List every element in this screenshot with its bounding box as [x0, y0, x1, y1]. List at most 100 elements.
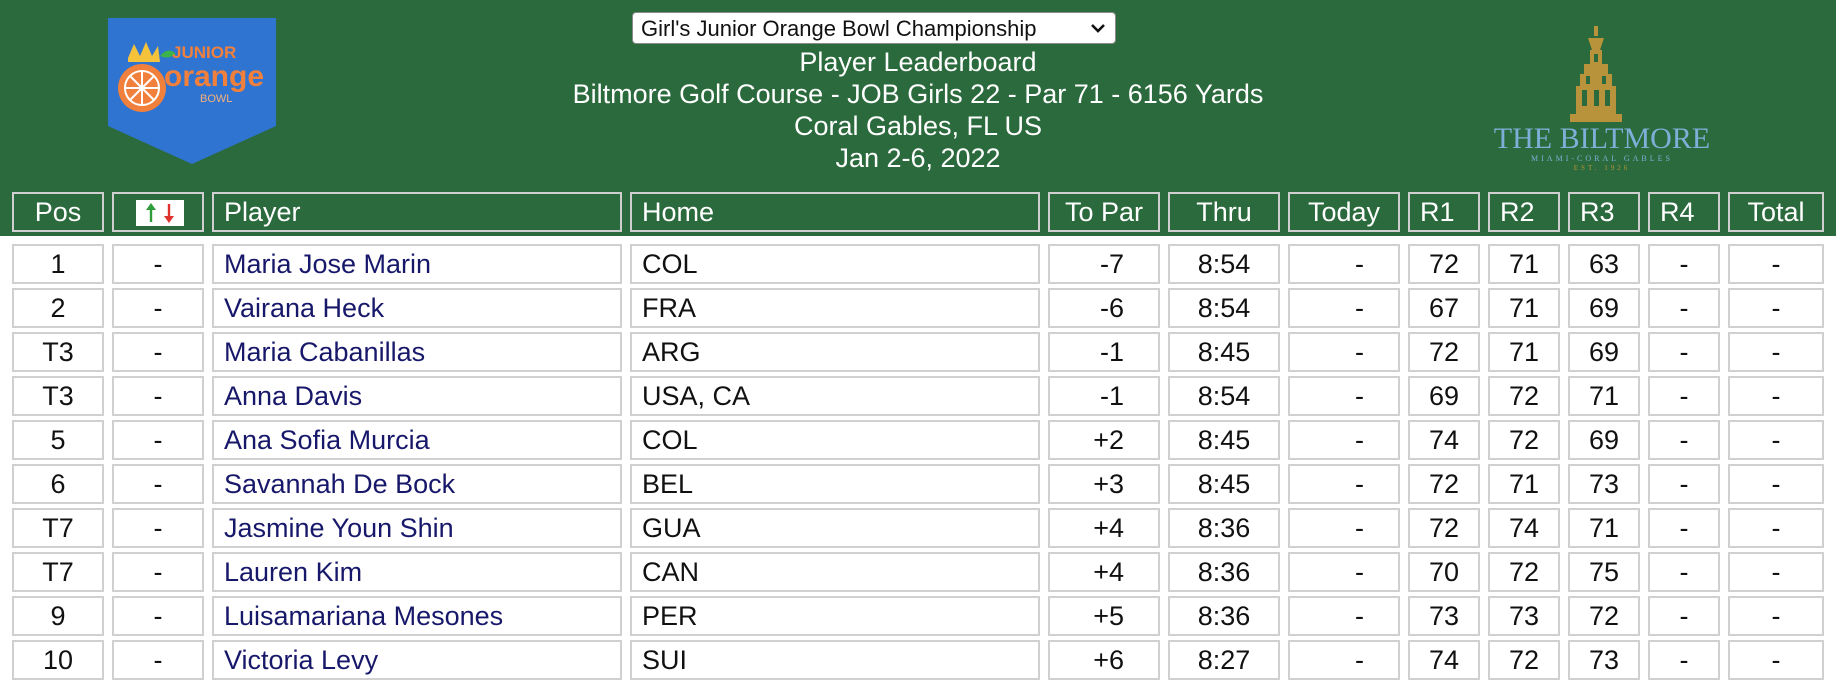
tournament-select[interactable]: Girl's Junior Orange Bowl Championship [632, 12, 1116, 44]
cell-r3: 69 [1568, 332, 1640, 372]
cell-today: - [1288, 640, 1400, 680]
col-header-topar[interactable]: To Par [1048, 192, 1160, 232]
cell-r2: 72 [1488, 376, 1560, 416]
page-title: Player Leaderboard [799, 47, 1037, 77]
col-header-r2[interactable]: R2 [1488, 192, 1560, 232]
cell-today: - [1288, 596, 1400, 636]
cell-r1: 70 [1408, 552, 1480, 592]
cell-pos: 6 [12, 464, 104, 504]
cell-r1: 67 [1408, 288, 1480, 328]
cell-movement: - [112, 552, 204, 592]
player-link[interactable]: Lauren Kim [212, 552, 622, 592]
player-link[interactable]: Maria Cabanillas [212, 332, 622, 372]
cell-pos: 10 [12, 640, 104, 680]
player-link[interactable]: Maria Jose Marin [212, 244, 622, 284]
logo-right-name: THE BILTMORE [1494, 122, 1710, 155]
player-link[interactable]: Victoria Levy [212, 640, 622, 680]
cell-total: - [1728, 288, 1824, 328]
cell-home: COL [630, 244, 1040, 284]
col-header-r1[interactable]: R1 [1408, 192, 1480, 232]
cell-r2: 71 [1488, 464, 1560, 504]
cell-pos: T3 [12, 376, 104, 416]
player-link[interactable]: Savannah De Bock [212, 464, 622, 504]
cell-r4: - [1648, 244, 1720, 284]
cell-r1: 69 [1408, 376, 1480, 416]
cell-thru: 8:45 [1168, 332, 1280, 372]
col-header-player[interactable]: Player [212, 192, 622, 232]
cell-r4: - [1648, 552, 1720, 592]
col-header-r4[interactable]: R4 [1648, 192, 1720, 232]
cell-total: - [1728, 552, 1824, 592]
cell-pos: T3 [12, 332, 104, 372]
cell-r2: 72 [1488, 552, 1560, 592]
biltmore-logo[interactable]: THE BILTMORE MIAMI-CORAL GABLES EST. 192… [1464, 18, 1740, 172]
cell-movement: - [112, 640, 204, 680]
cell-r3: 71 [1568, 508, 1640, 548]
cell-today: - [1288, 552, 1400, 592]
cell-pos: 2 [12, 288, 104, 328]
col-header-r3[interactable]: R3 [1568, 192, 1640, 232]
player-link[interactable]: Ana Sofia Murcia [212, 420, 622, 460]
player-link[interactable]: Jasmine Youn Shin [212, 508, 622, 548]
cell-movement: - [112, 288, 204, 328]
col-header-pos[interactable]: Pos [12, 192, 104, 232]
col-header-thru[interactable]: Thru [1168, 192, 1280, 232]
event-dates: Jan 2-6, 2022 [835, 143, 1001, 173]
cell-thru: 8:36 [1168, 552, 1280, 592]
cell-topar: +4 [1048, 508, 1160, 548]
cell-r2: 73 [1488, 596, 1560, 636]
col-header-home[interactable]: Home [630, 192, 1040, 232]
cell-home: GUA [630, 508, 1040, 548]
col-header-movement[interactable] [112, 192, 204, 232]
cell-home: ARG [630, 332, 1040, 372]
player-link[interactable]: Vairana Heck [212, 288, 622, 328]
cell-home: FRA [630, 288, 1040, 328]
cell-r2: 71 [1488, 332, 1560, 372]
cell-home: USA, CA [630, 376, 1040, 416]
cell-topar: -7 [1048, 244, 1160, 284]
cell-total: - [1728, 332, 1824, 372]
cell-r3: 73 [1568, 640, 1640, 680]
course-info: Biltmore Golf Course - JOB Girls 22 - Pa… [572, 79, 1264, 109]
cell-total: - [1728, 596, 1824, 636]
cell-r2: 74 [1488, 508, 1560, 548]
cell-today: - [1288, 508, 1400, 548]
cell-home: PER [630, 596, 1040, 636]
cell-movement: - [112, 420, 204, 460]
cell-r3: 73 [1568, 464, 1640, 504]
cell-thru: 8:36 [1168, 596, 1280, 636]
junior-orange-bowl-logo[interactable]: JUNIOR orange BOWL [108, 18, 276, 164]
cell-r3: 63 [1568, 244, 1640, 284]
cell-home: SUI [630, 640, 1040, 680]
cell-r3: 72 [1568, 596, 1640, 636]
cell-r4: - [1648, 288, 1720, 328]
cell-r3: 69 [1568, 288, 1640, 328]
cell-pos: T7 [12, 508, 104, 548]
cell-r3: 69 [1568, 420, 1640, 460]
cell-today: - [1288, 464, 1400, 504]
cell-topar: -6 [1048, 288, 1160, 328]
cell-total: - [1728, 376, 1824, 416]
col-header-total[interactable]: Total [1728, 192, 1824, 232]
cell-topar: -1 [1048, 332, 1160, 372]
cell-thru: 8:45 [1168, 420, 1280, 460]
cell-movement: - [112, 596, 204, 636]
cell-pos: T7 [12, 552, 104, 592]
cell-r1: 72 [1408, 244, 1480, 284]
logo-left-line3: BOWL [200, 93, 232, 105]
logo-left-line1: JUNIOR [172, 43, 236, 62]
cell-thru: 8:27 [1168, 640, 1280, 680]
player-link[interactable]: Luisamariana Mesones [212, 596, 622, 636]
logo-right-est: EST. 1926 [1574, 164, 1630, 172]
cell-r4: - [1648, 332, 1720, 372]
col-header-today[interactable]: Today [1288, 192, 1400, 232]
cell-today: - [1288, 332, 1400, 372]
logo-left-line2: orange [164, 60, 264, 93]
cell-today: - [1288, 244, 1400, 284]
player-link[interactable]: Anna Davis [212, 376, 622, 416]
cell-topar: +3 [1048, 464, 1160, 504]
cell-r4: - [1648, 508, 1720, 548]
cell-movement: - [112, 508, 204, 548]
chevron-down-icon [1091, 24, 1105, 33]
